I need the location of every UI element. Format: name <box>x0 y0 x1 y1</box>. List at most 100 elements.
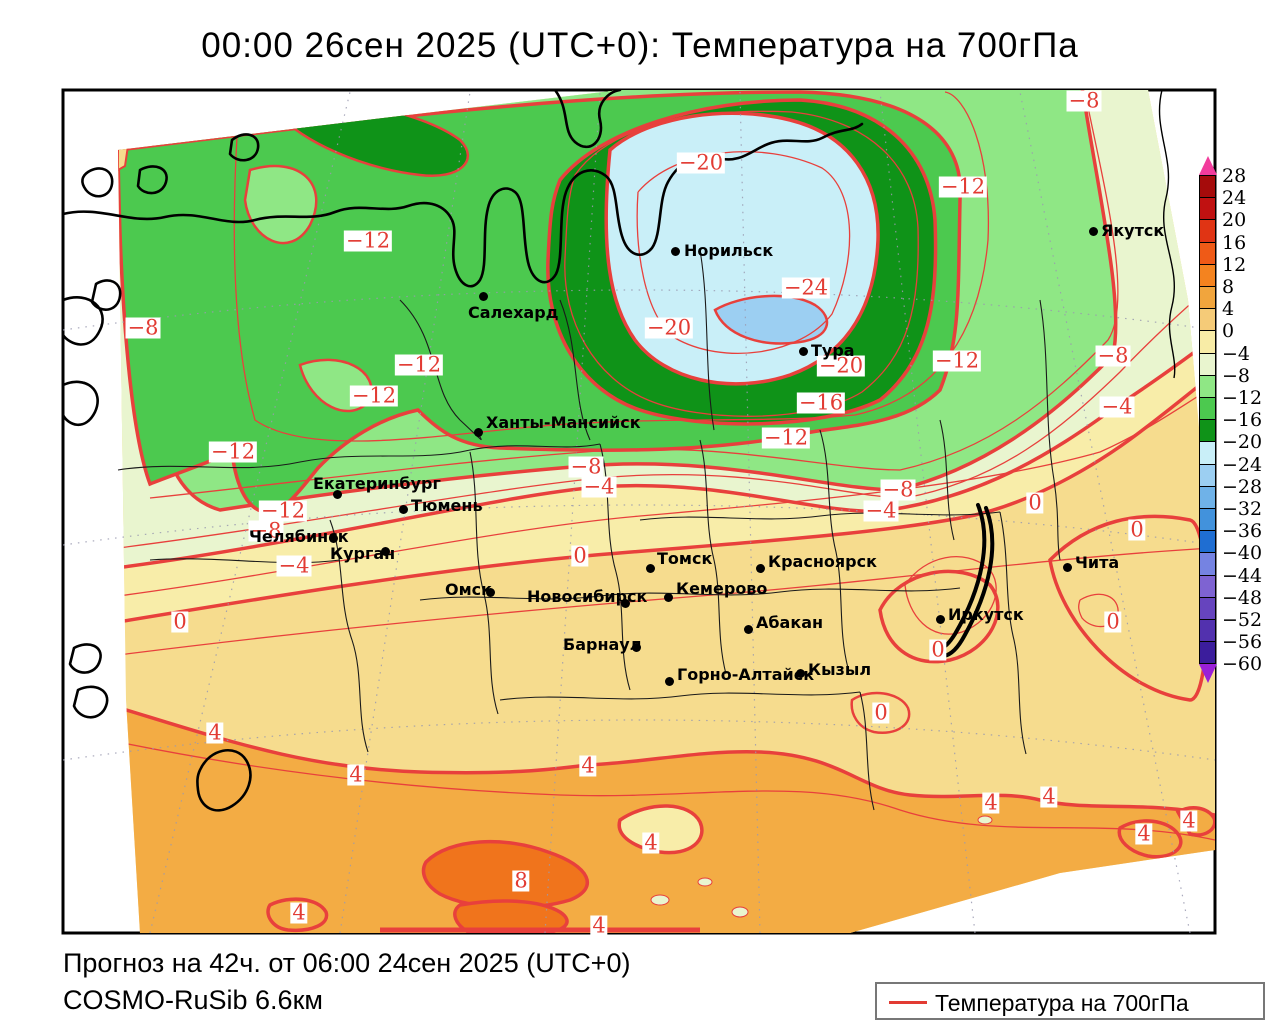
city-label: Курган <box>330 544 396 563</box>
contour-label: −4 <box>581 474 617 499</box>
city-label: Кемерово <box>676 579 768 598</box>
contour-label: −4 <box>1099 394 1135 419</box>
page-title: 00:00 26сен 2025 (UTC+0): Температура на… <box>201 26 1079 65</box>
city-dot <box>329 534 338 543</box>
city-dot <box>632 643 641 652</box>
city-label: Норильск <box>684 241 774 260</box>
colorbar-tick-label: 24 <box>1222 187 1247 210</box>
contour-label: 4 <box>1040 784 1058 809</box>
colorbar-band <box>1199 530 1216 554</box>
contour-label: −8 <box>880 477 916 502</box>
city-label: Абакан <box>756 613 824 632</box>
colorbar-above-range-arrow <box>1199 156 1217 175</box>
contour-label: 0 <box>872 700 890 725</box>
contour-label: −20 <box>676 150 726 175</box>
city-label: Омск <box>445 580 493 599</box>
contour-lines-thin <box>118 91 1215 841</box>
city-label: Якутск <box>1101 221 1165 240</box>
city-label: Чита <box>1075 553 1120 572</box>
legend-box: Температура на 700гПа <box>875 982 1265 1020</box>
city-dot <box>671 247 680 256</box>
contour-label: −12 <box>208 439 258 464</box>
city-dot <box>744 625 753 634</box>
river-line <box>1158 89 1176 379</box>
city-label: Екатеринбург <box>313 474 441 493</box>
contour-label: −8 <box>125 315 161 340</box>
contour-label: 4 <box>347 762 365 787</box>
city-label: Иркутск <box>948 605 1024 624</box>
colorbar-tick-label: −28 <box>1222 475 1263 498</box>
city-label: Новосибирск <box>527 587 648 606</box>
contour-label: −16 <box>796 390 846 415</box>
city-dot <box>799 347 808 356</box>
city-dot <box>665 677 674 686</box>
colorbar-band <box>1199 175 1216 199</box>
colorbar-band <box>1199 397 1216 421</box>
contour-label: 0 <box>171 609 189 634</box>
contour-label: −4 <box>863 498 899 523</box>
contour-label: −8 <box>248 518 284 543</box>
colorbar-tick-label: −48 <box>1222 586 1263 609</box>
colorbar-band <box>1199 463 1216 487</box>
city-dot <box>479 292 488 301</box>
city-dot <box>333 490 342 499</box>
contour-label: 0 <box>1104 609 1122 634</box>
contour-label: −12 <box>343 228 393 253</box>
colorbar-tick-label: 20 <box>1222 209 1247 232</box>
city-dot <box>474 428 483 437</box>
colorbar-tick-label: 8 <box>1222 276 1235 298</box>
colorbar-tick-label: −60 <box>1222 653 1263 676</box>
contour-label: 0 <box>929 637 947 662</box>
contour-label: −20 <box>644 315 694 340</box>
city-dot <box>796 669 805 678</box>
city-dot <box>621 599 630 608</box>
city-dot <box>936 615 945 624</box>
colorbar-tick-label: −24 <box>1222 453 1263 476</box>
contour-label: 0 <box>1026 490 1044 515</box>
contour-label: −12 <box>761 425 811 450</box>
city-dot <box>381 547 390 556</box>
colorbar-tick-label: −8 <box>1222 364 1251 387</box>
city-label: Горно-Алтайск <box>677 665 815 684</box>
contour-label: 4 <box>579 753 597 778</box>
forecast-info-text: Прогноз на 42ч. от 06:00 24сен 2025 (UTC… <box>63 948 631 978</box>
contour-label: 4 <box>206 720 224 745</box>
colorbar-tick-label: 4 <box>1222 298 1235 321</box>
colorbar-tick-label: −40 <box>1222 542 1263 565</box>
model-name-text: COSMO-RuSib 6.6км <box>63 985 323 1015</box>
colorbar-tick-label: −52 <box>1222 609 1263 631</box>
colorbar-band <box>1199 308 1216 332</box>
city-dot <box>399 505 408 514</box>
city-dot <box>1089 227 1098 236</box>
colorbar-tick-label: −56 <box>1222 631 1263 654</box>
contour-label: −12 <box>932 348 982 373</box>
colorbar-band <box>1199 219 1216 243</box>
colorbar-band <box>1199 485 1216 509</box>
legend-line-sample <box>889 1001 927 1004</box>
legend-label: Температура на 700гПа <box>935 990 1189 1016</box>
city-label: Тура <box>811 341 855 360</box>
colorbar-band <box>1199 286 1216 310</box>
colorbar-band <box>1199 352 1216 376</box>
colorbar-tick-label: 12 <box>1222 253 1247 276</box>
contour-label: 4 <box>1180 808 1198 833</box>
colorbar-tick-label: −32 <box>1222 498 1263 520</box>
contour-label: −24 <box>781 275 831 300</box>
colorbar-tick-label: 28 <box>1222 165 1247 187</box>
colorbar-band <box>1199 574 1216 598</box>
colorbar-band <box>1199 641 1216 665</box>
colorbar-band <box>1199 263 1216 287</box>
colorbar-tick-label: 0 <box>1222 320 1235 343</box>
city-dot <box>756 564 765 573</box>
city-label: Томск <box>657 549 713 568</box>
city-label: Барнаул <box>563 635 642 654</box>
contour-label: −12 <box>394 352 444 377</box>
colorbar-tick-label: −12 <box>1222 387 1263 409</box>
contour-label: 4 <box>642 830 660 855</box>
city-label: Тюмень <box>411 496 483 515</box>
contour-label: −8 <box>1066 88 1102 113</box>
city-label: Кызыл <box>808 660 872 679</box>
city-dot <box>1063 563 1072 572</box>
